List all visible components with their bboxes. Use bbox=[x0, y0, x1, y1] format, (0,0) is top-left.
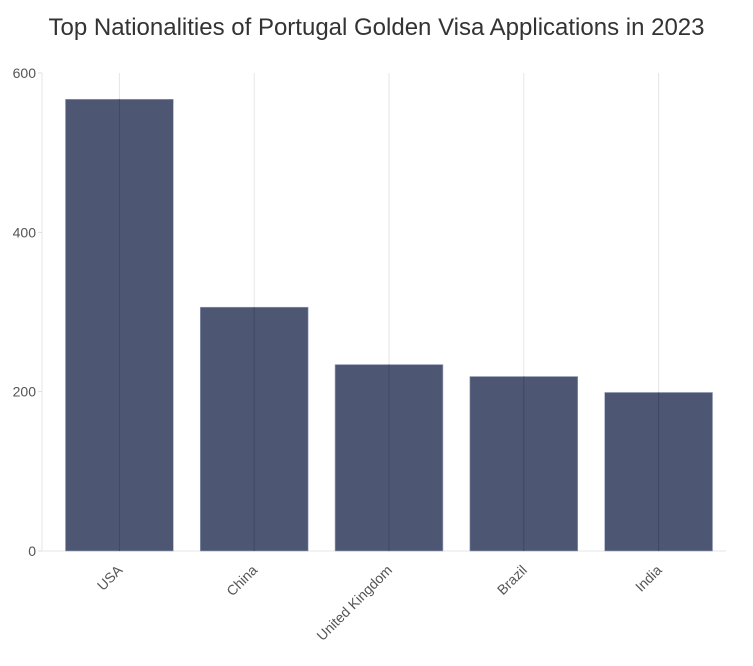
y-tick-label: 400 bbox=[13, 224, 37, 240]
y-tick-label: 600 bbox=[13, 65, 37, 81]
x-tick-label: USA bbox=[94, 561, 126, 593]
x-tick-label: China bbox=[223, 562, 260, 599]
x-tick-label: United Kingdom bbox=[313, 562, 395, 644]
chart-title: Top Nationalities of Portugal Golden Vis… bbox=[48, 14, 705, 41]
x-tick-label: Brazil bbox=[494, 562, 530, 598]
y-tick-label: 0 bbox=[28, 543, 36, 559]
x-tick-label: India bbox=[632, 562, 665, 595]
y-tick-label: 200 bbox=[13, 384, 37, 400]
